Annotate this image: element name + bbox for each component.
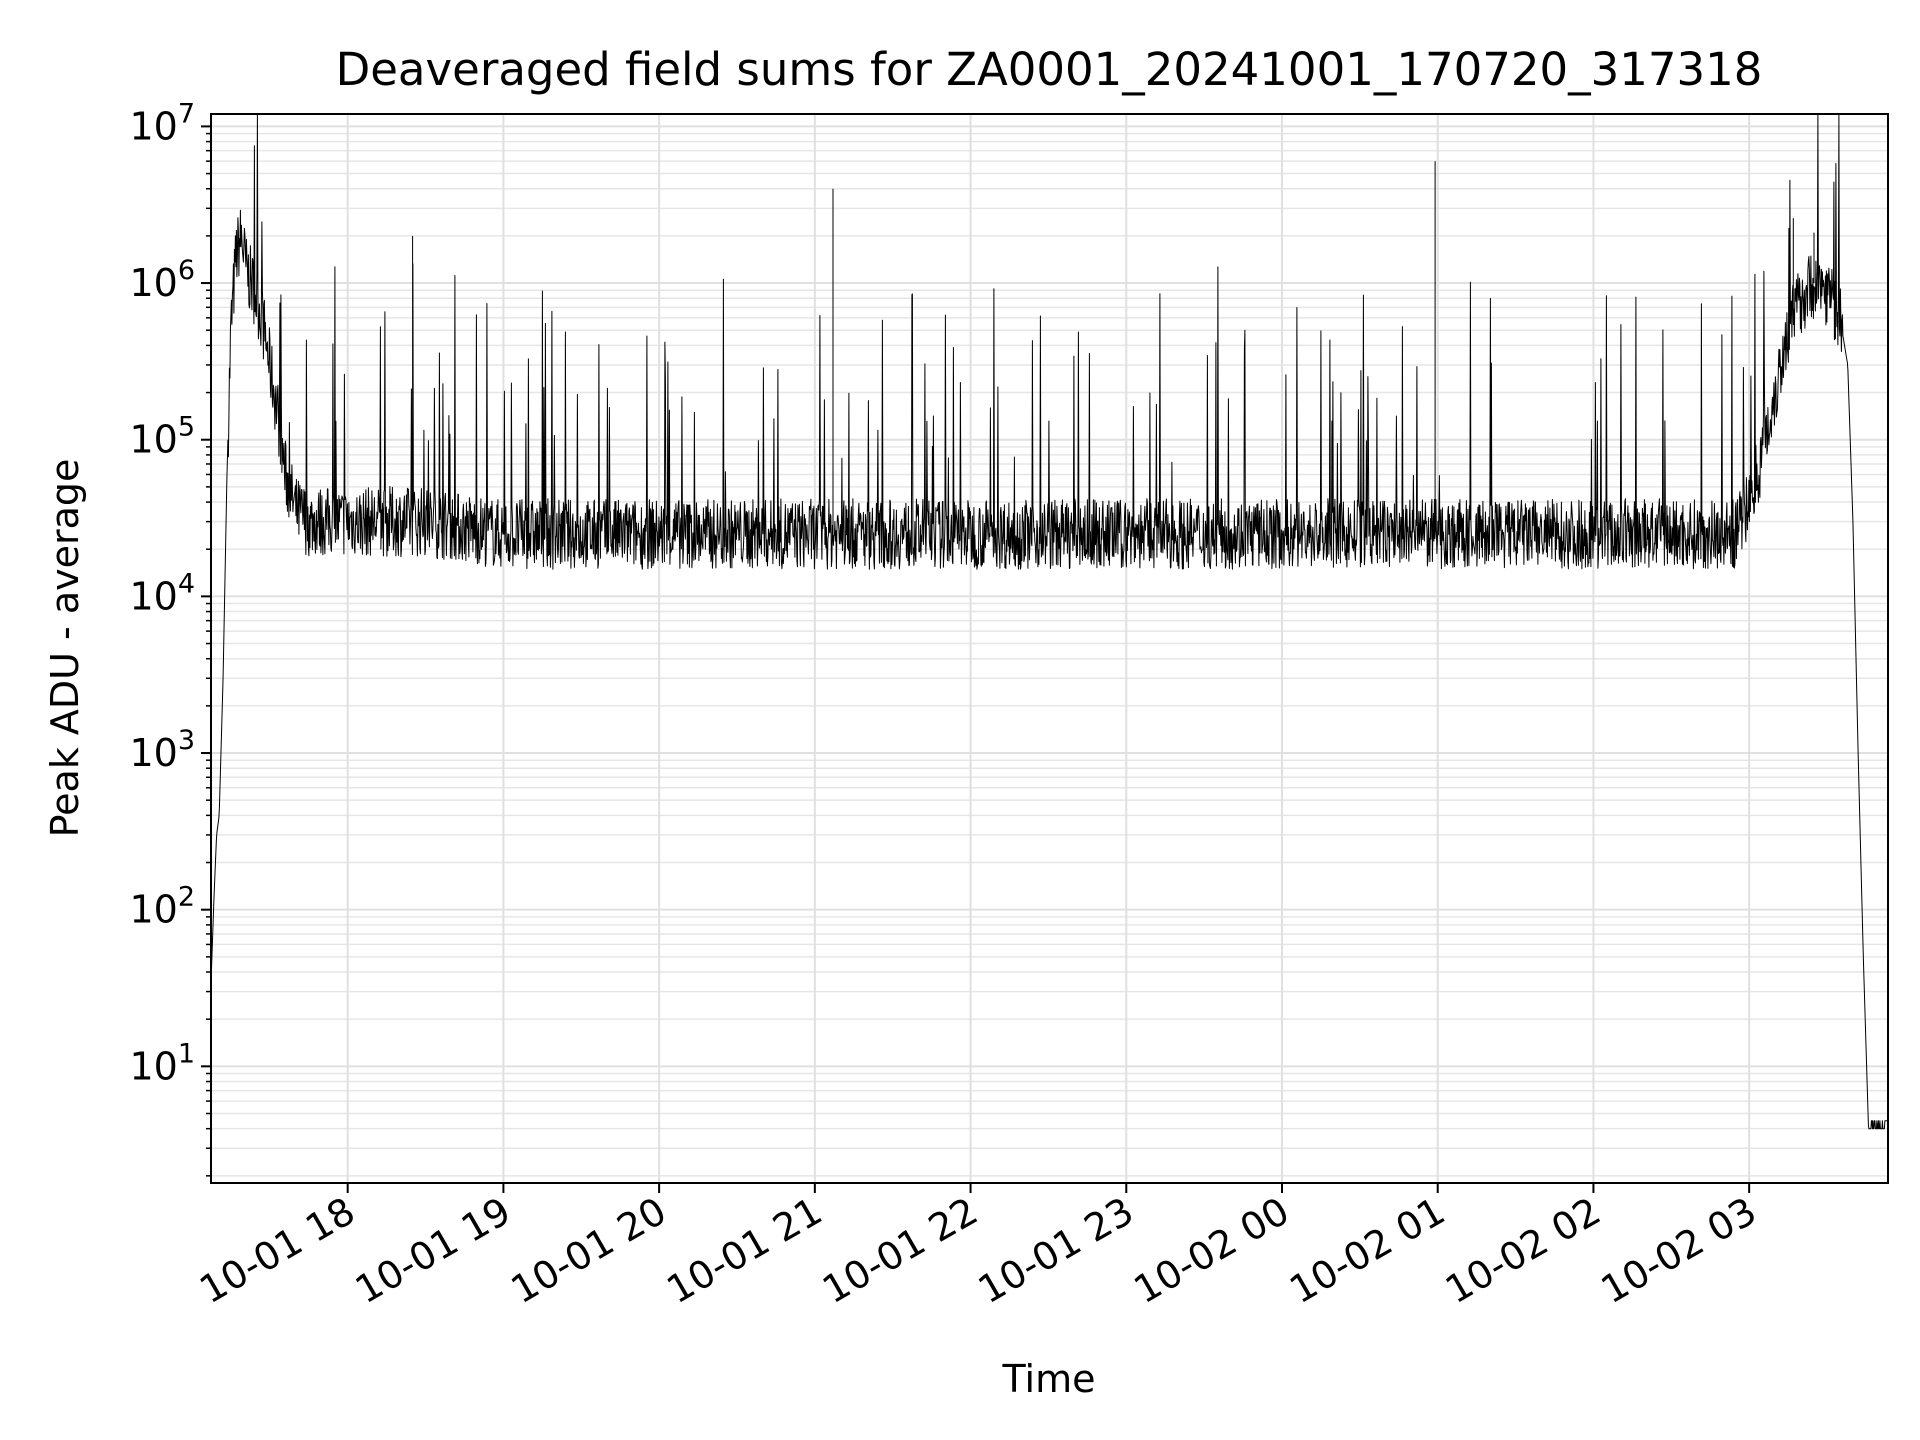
x-axis-label: Time — [1002, 1357, 1096, 1401]
major-gridlines — [211, 114, 1888, 1183]
y-axis-label: Peak ADU - average — [43, 459, 87, 838]
y-axis-ticks: 101 102 103 104 105 106 107 — [129, 98, 211, 1177]
plot-frame — [210, 113, 1889, 1184]
x-tick-label: 10-01 18 — [192, 1189, 362, 1313]
y-tick-label: 107 — [129, 98, 195, 148]
x-tick-label: 10-01 21 — [659, 1189, 829, 1313]
x-tick-label: 10-02 01 — [1282, 1189, 1452, 1313]
x-tick-label: 10-02 02 — [1438, 1189, 1608, 1313]
x-tick-label: 10-01 19 — [348, 1189, 518, 1313]
y-tick-label: 104 — [129, 568, 195, 618]
x-tick-label: 10-01 23 — [971, 1189, 1141, 1313]
x-tick-label: 10-02 00 — [1127, 1189, 1297, 1313]
y-tick-label: 103 — [129, 725, 195, 775]
y-tick-label: 105 — [129, 412, 195, 462]
data-series-line — [210, 113, 1889, 1130]
y-tick-label: 101 — [129, 1038, 195, 1088]
minor-gridlines — [211, 132, 1888, 1177]
x-tick-label: 10-01 20 — [504, 1189, 674, 1313]
x-tick-label: 10-02 03 — [1594, 1189, 1764, 1313]
x-tick-label: 10-01 22 — [815, 1189, 985, 1313]
y-tick-label: 102 — [129, 882, 195, 932]
chart-title: Deaveraged field sums for ZA0001_2024100… — [336, 43, 1763, 96]
y-tick-label: 106 — [129, 255, 195, 305]
